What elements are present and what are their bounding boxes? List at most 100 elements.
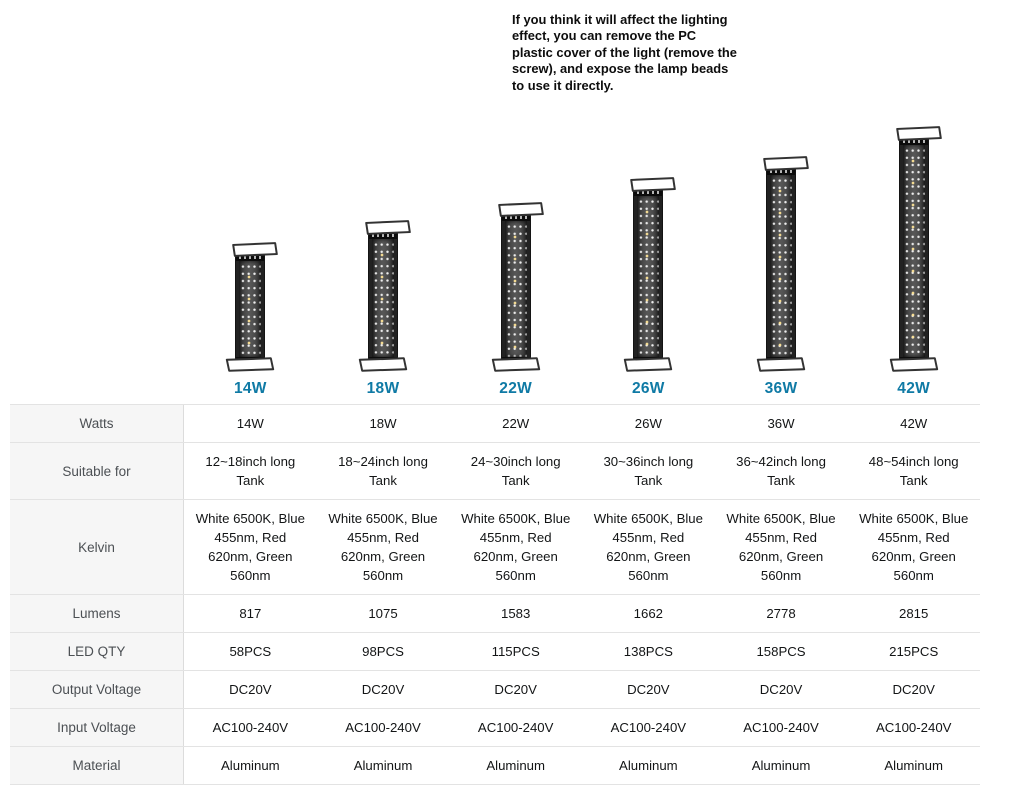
mounting-bracket-bottom	[491, 357, 541, 372]
spec-value: DC20V	[759, 682, 803, 697]
spec-value: White 6500K, Blue 455nm, Red 620nm, Gree…	[859, 511, 969, 583]
spec-value: 2778	[766, 606, 796, 621]
mounting-bracket-bottom	[889, 357, 939, 372]
product-cell-26w: 26W	[582, 118, 715, 400]
lamp-top-cap	[767, 167, 796, 175]
spec-value: White 6500K, Blue 455nm, Red 620nm, Gree…	[593, 511, 703, 583]
spec-value: 18W	[369, 416, 397, 431]
lamp-label-marks	[239, 255, 262, 259]
spec-row-output-voltage: Output Voltage DC20V DC20V DC20V DC20V DC20V D…	[10, 670, 980, 708]
product-cell-22w: 22W	[449, 118, 582, 400]
mounting-bracket-top	[497, 202, 544, 217]
spec-value: Aluminum	[619, 758, 678, 773]
row-label: Kelvin	[10, 500, 184, 594]
row-label: Watts	[10, 405, 184, 442]
mounting-bracket-bottom	[225, 357, 275, 372]
spec-value: 1583	[501, 606, 531, 621]
spec-value: AC100-240V	[477, 720, 554, 735]
spec-value: DC20V	[361, 682, 405, 697]
lamp-body	[236, 253, 265, 362]
lamp-image-26w	[623, 177, 677, 372]
spec-value: 138PCS	[623, 644, 673, 659]
spec-row-watts: Watts 14W 18W 22W 26W 36W 42W	[10, 404, 980, 442]
lamp-body	[899, 137, 928, 362]
spec-value: 24~30inch long Tank	[470, 454, 561, 488]
spec-row-lumens: Lumens 817 1075 1583 1662 2778 2815	[10, 594, 980, 632]
spec-value: 42W	[900, 416, 928, 431]
wattage-label-22w: 22W	[499, 380, 533, 397]
spec-value: 158PCS	[756, 644, 806, 659]
led-panel	[239, 261, 262, 357]
lamp-label-marks	[372, 233, 394, 237]
lamp-label-marks	[902, 139, 925, 143]
spec-value: 36W	[767, 416, 795, 431]
spec-value: AC100-240V	[610, 720, 687, 735]
spec-value: 215PCS	[889, 644, 939, 659]
spec-value: 48~54inch long Tank	[868, 454, 959, 488]
row-label: Material	[10, 747, 184, 784]
lamp-image-42w	[889, 126, 942, 372]
spec-row-led-qty: LED QTY 58PCS 98PCS 115PCS 138PCS 158PCS 215PC…	[10, 632, 980, 670]
led-panel	[902, 145, 925, 357]
product-cell-36w: 36W	[715, 118, 848, 400]
lamp-label-marks	[770, 169, 792, 173]
spec-value: White 6500K, Blue 455nm, Red 620nm, Gree…	[328, 511, 438, 583]
spec-value: 115PCS	[491, 644, 540, 659]
row-label: Output Voltage	[10, 671, 184, 708]
lamp-label-marks	[637, 190, 660, 194]
spec-value: 36~42inch long Tank	[736, 454, 826, 488]
lamp-body	[634, 188, 663, 362]
lamp-image-22w	[491, 202, 544, 372]
lamp-image-36w	[756, 156, 809, 372]
row-label: Suitable for	[10, 443, 184, 499]
spec-value: Aluminum	[486, 758, 545, 773]
lamp-image-18w	[358, 220, 411, 372]
led-panel	[637, 196, 660, 357]
row-label: Lumens	[10, 595, 184, 632]
spec-row-kelvin: Kelvin White 6500K, Blue 455nm, Red 620nm…	[10, 499, 980, 594]
lamp-top-cap	[634, 188, 663, 196]
row-label: LED QTY	[10, 633, 184, 670]
mounting-bracket-top	[895, 126, 942, 141]
note-text: If you think it will affect the lighting…	[512, 12, 737, 93]
product-cell-14w: 14W	[184, 118, 317, 400]
wattage-label-26w: 26W	[631, 380, 665, 397]
lamp-top-cap	[501, 213, 530, 221]
spec-row-material: Material Aluminum Aluminum Aluminum Aluminum…	[10, 746, 980, 785]
spec-value: 1075	[368, 606, 398, 621]
lamp-body	[369, 231, 397, 362]
spec-value: DC20V	[494, 682, 537, 697]
spec-value: 26W	[634, 416, 662, 431]
spec-value: DC20V	[229, 682, 272, 697]
lamp-body	[767, 167, 796, 362]
lamp-body	[501, 213, 530, 362]
spec-value: 817	[239, 606, 262, 621]
spec-value: AC100-240V	[345, 720, 421, 735]
lamp-image-14w	[225, 242, 279, 372]
spec-value: 1662	[633, 606, 664, 621]
lamp-top-cap	[236, 253, 265, 261]
wattage-label-42w: 42W	[897, 380, 931, 397]
mounting-bracket-bottom	[756, 357, 806, 372]
spec-value: Aluminum	[221, 758, 280, 773]
spec-value: Aluminum	[884, 758, 944, 773]
spec-value: Aluminum	[751, 758, 811, 773]
led-panel	[770, 175, 793, 357]
spec-value: AC100-240V	[875, 720, 952, 735]
spec-value: 30~36inch long Tank	[603, 454, 694, 488]
spec-value: AC100-240V	[212, 720, 289, 735]
product-images: 14W 18W 22W 26W 36W 42W	[184, 118, 980, 400]
spec-value: 14W	[236, 416, 264, 431]
spec-value: White 6500K, Blue 455nm, Red 620nm, Gree…	[195, 511, 305, 583]
spec-value: 58PCS	[229, 644, 272, 659]
mounting-bracket-top	[630, 177, 677, 192]
spec-value: 18~24inch long Tank	[338, 454, 428, 488]
lamp-top-cap	[369, 231, 397, 239]
spec-value: DC20V	[627, 682, 670, 697]
spec-row-suitable-for: Suitable for 12~18inch long Tank 18~24inch…	[10, 442, 980, 499]
spec-value: DC20V	[892, 682, 935, 697]
spec-value: Aluminum	[353, 758, 413, 773]
product-cell-42w: 42W	[847, 118, 980, 400]
row-label: Input Voltage	[10, 709, 184, 746]
led-panel	[504, 221, 527, 357]
